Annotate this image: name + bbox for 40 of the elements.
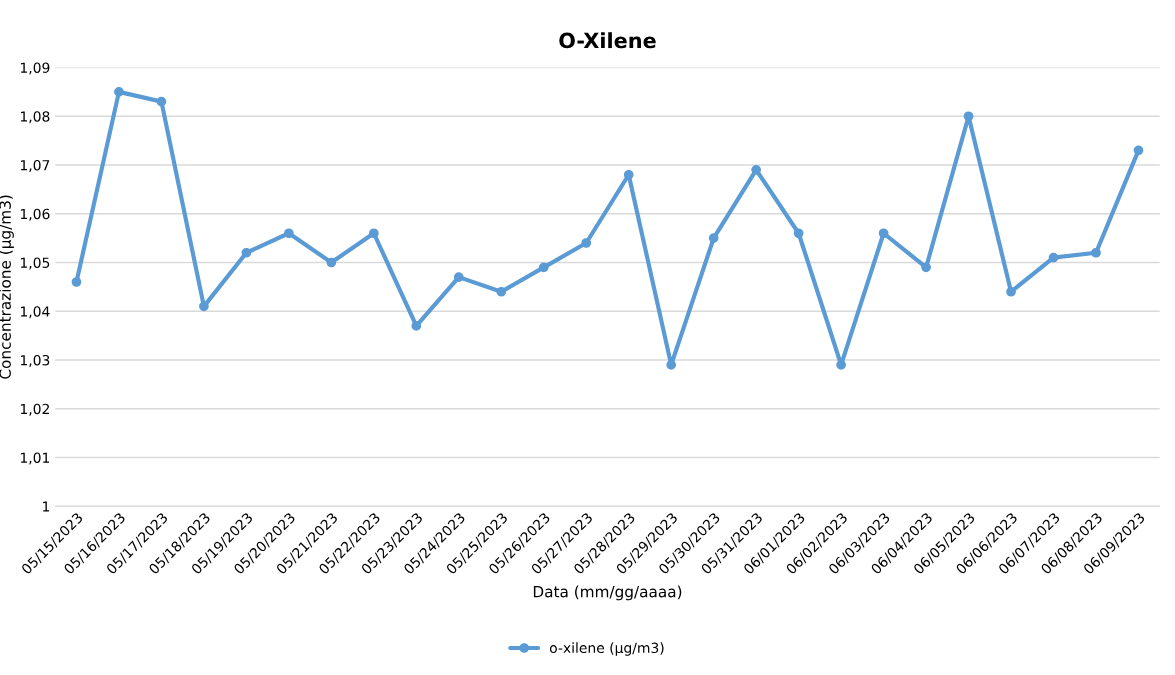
- point: [836, 360, 846, 370]
- y-tick-label: 1,05: [20, 257, 50, 270]
- y-tick-label: 1: [43, 501, 50, 512]
- point: [963, 111, 974, 122]
- point: [496, 286, 507, 297]
- point: [411, 321, 422, 331]
- point: [326, 257, 337, 268]
- point: [793, 228, 804, 239]
- point: [156, 96, 167, 107]
- point: [241, 247, 252, 258]
- point: [368, 228, 379, 239]
- point: [284, 228, 294, 239]
- point: [1006, 286, 1016, 297]
- y-tick-label: 1,08: [20, 111, 50, 124]
- point: [1133, 145, 1144, 156]
- y-tick-label: 1,02: [20, 403, 49, 416]
- point: [1091, 247, 1101, 258]
- y-tick-label: 1,01: [20, 452, 50, 465]
- point: [199, 301, 209, 312]
- point: [623, 169, 634, 180]
- point: [708, 233, 719, 243]
- point: [666, 360, 677, 370]
- point: [581, 238, 592, 248]
- y-tick-label: 1,03: [20, 354, 50, 367]
- chart-title: O-Xilene: [559, 32, 656, 49]
- y-axis-title: Concentrazione (µg/m3): [0, 195, 14, 379]
- x-axis-title: Data (mm/gg/aaaa): [533, 585, 682, 601]
- y-tick-label: 1,07: [20, 159, 50, 172]
- legend-label: o-xilene (µg/m3): [549, 642, 664, 656]
- point: [1048, 252, 1059, 263]
- point: [453, 272, 464, 282]
- point: [921, 262, 931, 273]
- y-tick-label: 1,06: [20, 208, 50, 221]
- y-tick-label: 1,09: [20, 62, 50, 75]
- point: [538, 262, 549, 273]
- point: [71, 277, 82, 287]
- point: [114, 87, 124, 97]
- y-tick-label: 1,04: [20, 306, 50, 319]
- point: [751, 165, 762, 175]
- point: [878, 228, 889, 239]
